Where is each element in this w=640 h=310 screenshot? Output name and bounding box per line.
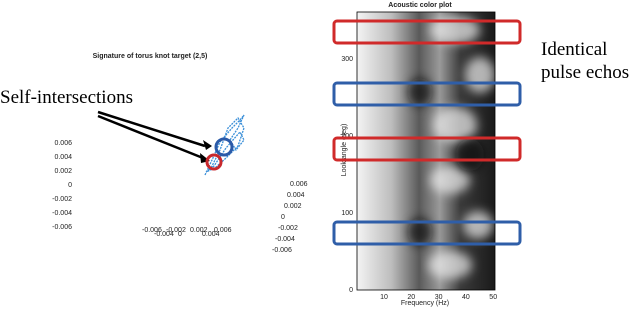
z-tick-label: 0.006	[54, 140, 72, 147]
y-tick-label: -0.002	[278, 225, 298, 232]
arrows	[97, 110, 206, 160]
x-tick-label: -0.002	[166, 227, 186, 234]
x-tick-label: 0	[178, 231, 182, 238]
x-tick-label: 40	[462, 294, 470, 301]
blue-circle	[214, 137, 234, 157]
highlight-boxes	[332, 19, 522, 246]
heatmap	[357, 12, 495, 290]
identical-label: Identical	[541, 39, 607, 60]
x-tick-label: 0.006	[214, 227, 232, 234]
x-tick-label: 20	[407, 294, 415, 301]
z-tick-label: -0.002	[52, 196, 72, 203]
y-tick-label: 0.006	[290, 181, 308, 188]
plot-frame	[356, 11, 496, 291]
y-tick-label: 0.004	[287, 192, 305, 199]
y-tick-label: 0	[349, 287, 353, 294]
left-title: Signature of torus knot target (2,5)	[93, 53, 208, 60]
x-tick-label: 30	[435, 294, 443, 301]
y-tick-label: 0.002	[284, 203, 302, 210]
x-axis-label: Frequency (Hz)	[401, 300, 449, 307]
z-tick-label: 0.002	[54, 168, 72, 175]
x-tick-label: 10	[380, 294, 388, 301]
identical-label: pulse echos	[541, 62, 629, 83]
y-tick-label: 100	[341, 210, 353, 217]
y-tick-label: -0.006	[272, 247, 292, 254]
z-tick-label: 0.004	[54, 154, 72, 161]
z-tick-label: 0	[68, 182, 72, 189]
self-intersections-label: Self-intersections	[0, 87, 133, 108]
y-axis-label: Look angle (deg)	[341, 124, 348, 177]
z-tick-label: -0.004	[52, 210, 72, 217]
red-circle	[205, 153, 223, 171]
y-tick-label: -0.004	[275, 236, 295, 243]
arrowhead	[203, 140, 212, 150]
x-tick-label: -0.006	[142, 227, 162, 234]
y-tick-label: 300	[341, 56, 353, 63]
y-tick-label: 0	[281, 214, 285, 221]
x-tick-label: 0.004	[202, 231, 220, 238]
z-tick-label: -0.006	[52, 224, 72, 231]
right-title: Acoustic color plot	[388, 2, 452, 9]
x-tick-label: 50	[489, 294, 497, 301]
knot-signature	[204, 114, 245, 176]
x-tick-label: -0.004	[154, 231, 174, 238]
x-tick-label: 0.002	[190, 227, 208, 234]
